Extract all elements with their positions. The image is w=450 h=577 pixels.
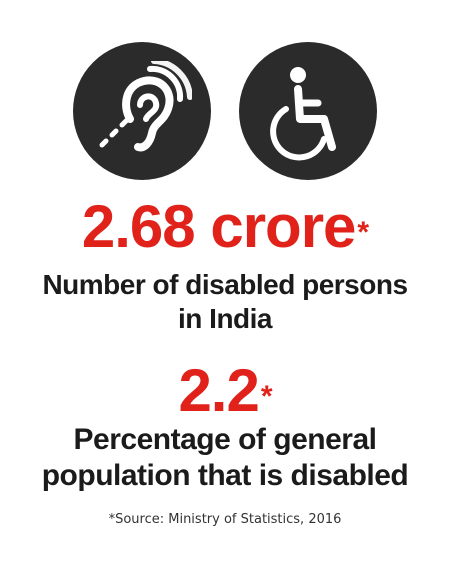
stat-value-percentage: 2.2* [0,358,450,424]
icon-row [0,42,450,180]
stat-label-line: Percentage of general [73,423,377,456]
hearing-impaired-icon [99,61,192,152]
source-note: *Source: Ministry of Statistics, 2016 [108,512,342,527]
wheelchair-badge [239,42,377,180]
asterisk: * [357,216,369,249]
stat-value-text: 2.68 crore [81,193,357,260]
stat-value-text: 2.2 [178,357,259,424]
wheelchair-icon [270,67,336,161]
stat-label-line: population that is disabled [41,459,409,492]
stat-label-disabled-count: Number of disabled persons in India [20,268,430,336]
hearing-impaired-badge [73,42,211,180]
stat-label-percentage: Percentage of general population that is… [20,422,430,494]
stat-value-disabled-count: 2.68 crore* [0,194,450,260]
stat-label-line: in India [178,303,273,334]
stat-label-line: Number of disabled persons [42,269,408,300]
asterisk: * [260,380,273,413]
